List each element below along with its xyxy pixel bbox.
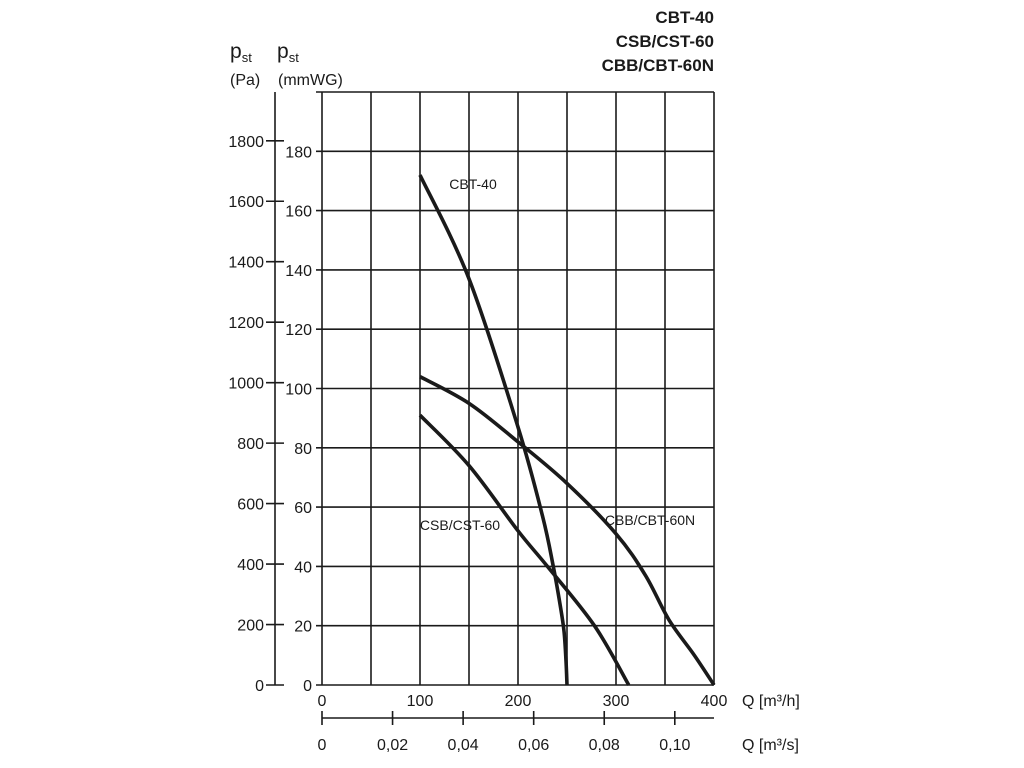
title-line: CBT-40 [655,8,714,27]
curve-label: CBT-40 [449,176,497,192]
chart-title: CBT-40 CSB/CST-60 CBB/CBT-60N [602,6,714,78]
y-right-unit: (mmWG) [278,72,343,89]
y-tick-label-pa: 1800 [228,134,264,151]
x-tick-label: 0 [318,693,327,710]
y-left-symbol: pst [230,40,252,65]
x2-tick-label: 0,08 [589,737,620,754]
y-tick-label-pa: 600 [237,497,264,514]
y-tick-label-pa: 200 [237,618,264,635]
x2-tick-label: 0,10 [659,737,690,754]
grid [316,91,715,686]
y-tick-label-mmwg: 140 [285,263,312,280]
y-right-symbol: pst [277,40,299,65]
y-left-unit: (Pa) [230,72,260,89]
curve-label: CBB/CBT-60N [605,512,695,528]
y-tick-label-mmwg: 0 [303,678,312,695]
title-line: CSB/CST-60 [615,32,714,51]
y-tick-label-mmwg: 100 [285,382,312,399]
y-tick-label-mmwg: 160 [285,204,312,221]
x2-axis-label: Q [m³/s] [742,737,799,754]
y-tick-label-mmwg: 40 [294,559,312,576]
x2-tick-label: 0 [318,737,327,754]
y-tick-label-pa: 800 [237,436,264,453]
x-tick-label: 300 [603,693,630,710]
curve-csb-cst-60 [418,413,631,686]
x2-tick-label: 0,02 [377,737,408,754]
curve-label: CSB/CST-60 [420,517,500,533]
axes: 0204060801001201401601800200400600800100… [228,92,800,754]
y-tick-label-mmwg: 60 [294,500,312,517]
x-tick-label: 100 [407,693,434,710]
curves: CBT-40 CSB/CST-60 CBB/CBT-60N [418,174,716,686]
x-axis-label: Q [m³/h] [742,693,800,710]
curve-cbt-40 [418,174,569,686]
y-tick-label-pa: 1200 [228,315,264,332]
y-tick-label-pa: 1000 [228,376,264,393]
title-line: CBB/CBT-60N [601,56,714,75]
y-tick-label-mmwg: 180 [285,144,312,161]
x-tick-label: 400 [701,693,728,710]
x-tick-label: 200 [505,693,532,710]
y-tick-label-pa: 1600 [228,194,264,211]
y-tick-label-mmwg: 120 [285,322,312,339]
y-tick-label-pa: 1400 [228,255,264,272]
x2-tick-label: 0,06 [518,737,549,754]
x2-tick-label: 0,04 [448,737,479,754]
curve-cbb-cbt-60n [419,375,716,686]
y-tick-label-mmwg: 20 [294,619,312,636]
y-tick-label-mmwg: 80 [294,441,312,458]
y-tick-label-pa: 400 [237,557,264,574]
y-tick-label-pa: 0 [255,678,264,695]
